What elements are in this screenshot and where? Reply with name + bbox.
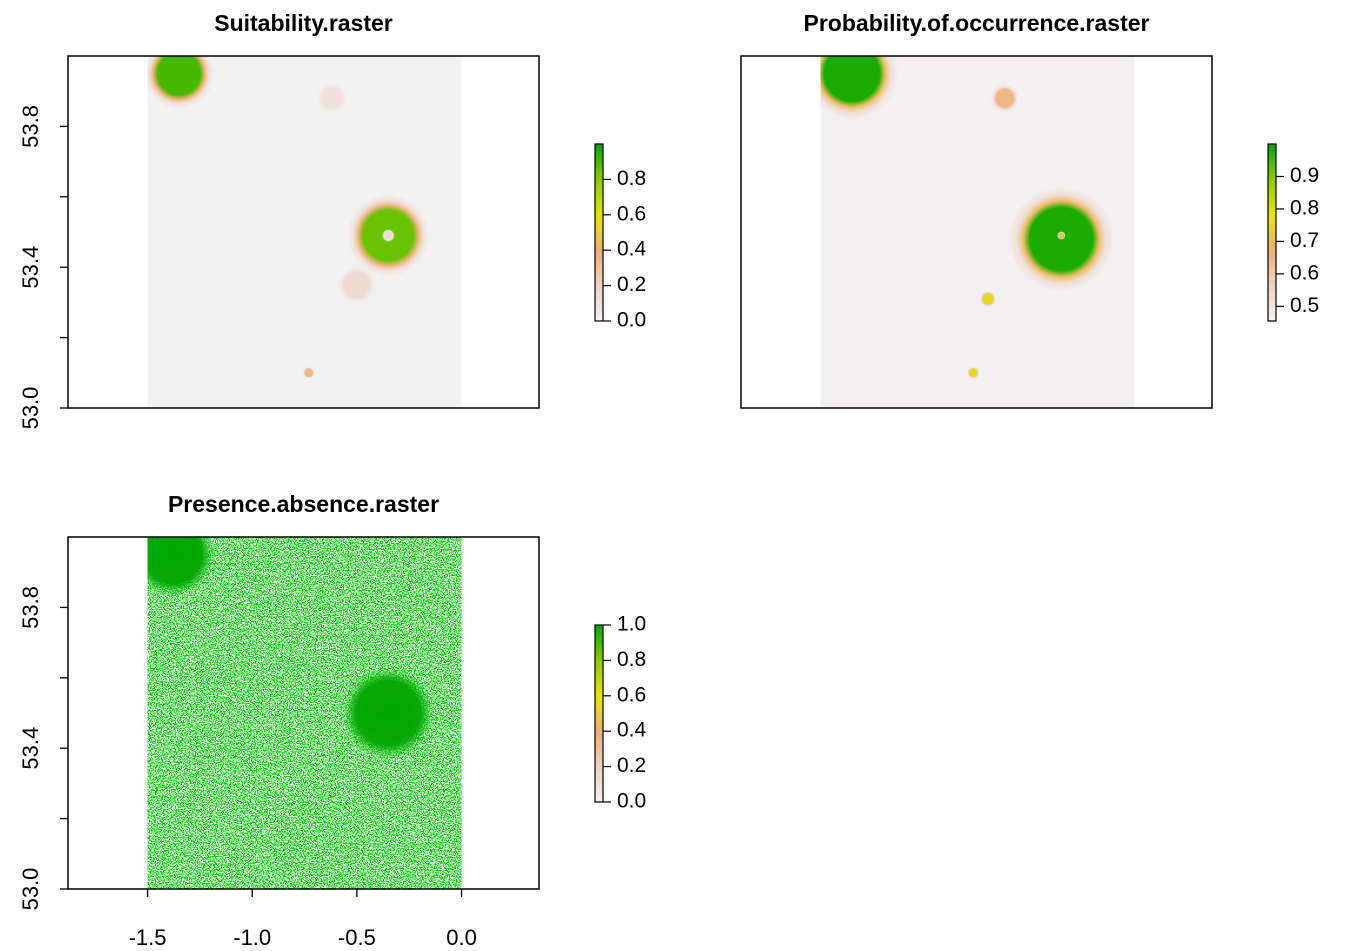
color-bar-label: 0.0 [617,790,646,813]
color-bar-label: 0.4 [617,238,647,261]
color-bar-label: 1.0 [617,613,646,636]
raster [820,56,1135,408]
hotspot [990,83,1020,113]
panel: Suitability.raster 53.0 53.4 53.8 0.0 0.2 0.4 0… [18,10,647,429]
color-bar-label: 0.4 [617,719,647,742]
color-bar [1267,143,1277,322]
color-bar-label: 0.5 [1290,294,1319,317]
raster [147,537,462,889]
hotspot [382,229,395,242]
color-bar-label: 0.2 [617,273,646,296]
x-tick-label: -1.0 [233,925,271,950]
color-bar [594,624,604,803]
plot-frame [67,55,540,409]
hotspot [335,263,378,306]
hotspot [1057,231,1066,240]
panel: Presence.absence.raster 53.0 53.4 53.8 -1.5 -… [18,491,647,950]
color-bar-label: 0.6 [1290,261,1319,284]
hotspot [967,366,980,380]
y-tick-label: 53.4 [18,727,43,770]
x-tick-label: -1.5 [129,925,167,950]
y-tick-label: 53.0 [18,868,43,911]
y-tick-label: 53.4 [18,246,43,289]
raster [147,56,462,408]
color-bar-label: 0.6 [617,202,646,225]
panel-title: Probability.of.occurrence.raster [804,10,1150,36]
color-bar-label: 0.0 [617,309,646,332]
color-bar-label: 0.7 [1290,229,1319,252]
panel: Probability.of.occurrence.raster 0.5 0.6 0.… [740,10,1319,409]
hotspot [147,56,215,110]
plot-frame [740,55,1213,409]
color-bar-label: 0.6 [617,683,646,706]
x-tick-label: 0.0 [446,925,477,950]
color-bar-label: 0.9 [1290,164,1319,187]
color-bar-label: 0.2 [617,754,646,777]
x-tick-label: -0.5 [338,925,376,950]
color-bar [594,143,604,322]
panel-title: Suitability.raster [214,10,393,36]
hotspot [147,537,215,597]
color-bar-label: 0.8 [1290,197,1319,220]
hotspot [820,56,898,120]
y-tick-label: 53.0 [18,387,43,430]
hotspot [315,81,349,115]
hotspot [302,366,316,380]
color-bar-label: 0.8 [617,167,646,190]
hotspot [979,290,997,308]
y-tick-label: 53.8 [18,105,43,148]
color-bar-label: 0.8 [617,648,646,671]
hotspot [342,666,435,760]
y-tick-label: 53.8 [18,586,43,629]
plot-frame [67,536,540,890]
panel-title: Presence.absence.raster [168,491,439,517]
